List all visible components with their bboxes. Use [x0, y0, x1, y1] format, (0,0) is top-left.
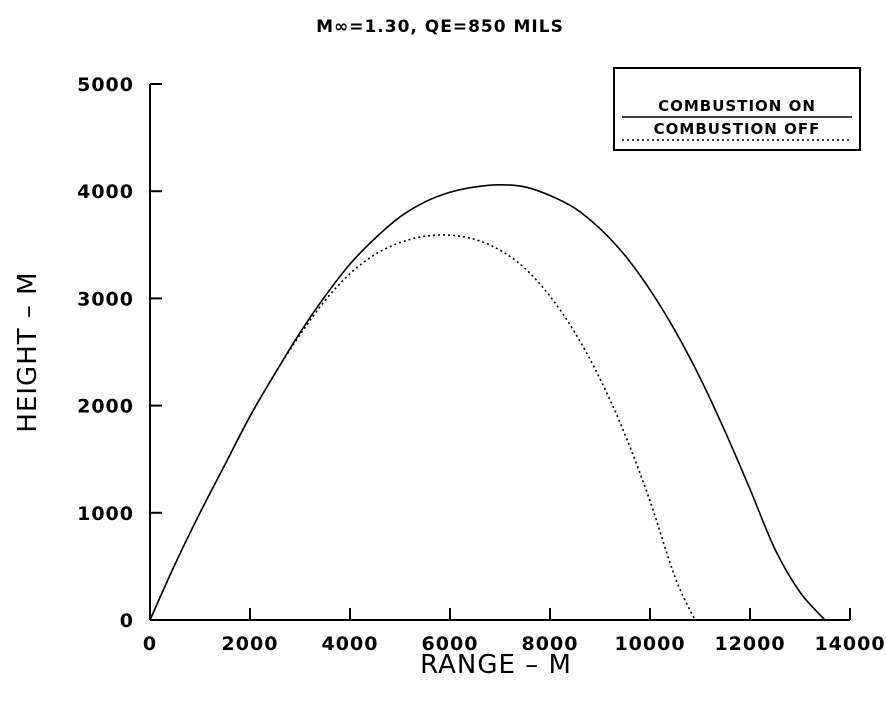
legend-box: [613, 67, 861, 151]
x-tick-label: 12000: [714, 633, 785, 655]
y-tick-label: 4000: [77, 181, 134, 203]
chart-title: M∞=1.30, QE=850 MILS: [316, 17, 564, 37]
x-tick-label: 0: [143, 633, 157, 655]
y-tick-label: 5000: [77, 74, 134, 96]
y-tick-label: 3000: [77, 288, 134, 310]
x-tick-label: 8000: [522, 633, 579, 655]
series-group: [149, 183, 826, 621]
y-tick-label: 2000: [77, 396, 134, 418]
x-tick-label: 2000: [222, 633, 279, 655]
x-tick-label: 4000: [322, 633, 379, 655]
x-axis-label: RANGE – M: [420, 650, 572, 680]
x-tick-label: 10000: [614, 633, 685, 655]
y-tick-label: 0: [120, 610, 134, 632]
x-tick-label: 14000: [814, 633, 885, 655]
x-ticks: 0 2000 4000 6000 8000 10000 12000 14000: [143, 608, 885, 655]
legend: COMBUSTION ON COMBUSTION OFF: [613, 67, 861, 151]
axes: [149, 84, 850, 621]
series-combustion-off-line: [149, 234, 696, 621]
legend-label-combustion-on: COMBUSTION ON: [658, 97, 816, 115]
y-axis-label: HEIGHT – M: [13, 271, 43, 432]
x-tick-label: 6000: [422, 633, 479, 655]
y-ticks: 0 1000 2000 3000 4000 5000: [77, 74, 162, 632]
y-tick-label: 1000: [77, 503, 134, 525]
legend-label-combustion-off: COMBUSTION OFF: [654, 120, 821, 138]
series-combustion-on-line: [149, 183, 826, 621]
